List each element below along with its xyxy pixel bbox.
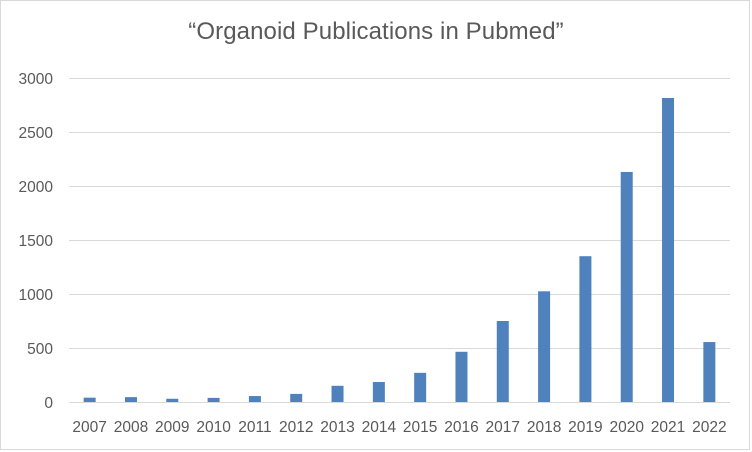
bar-2011 bbox=[248, 396, 261, 402]
x-axis-ticks: 2007 2008 2009 2010 2011 2012 2013 2014 2015 2016… bbox=[72, 419, 726, 436]
bar-2016 bbox=[455, 351, 468, 402]
chart-title: “Organoid Publications in Pubmed” bbox=[188, 18, 564, 45]
x-tick-label-2019: 2019 bbox=[568, 419, 602, 436]
bar-2009 bbox=[166, 398, 179, 402]
y-tick-label-2500: 2500 bbox=[19, 125, 54, 142]
y-tick-label-2000: 2000 bbox=[19, 179, 54, 196]
y-axis-ticks: 0 500 1000 1500 2000 2500 3000 bbox=[19, 71, 54, 412]
bar-2007 bbox=[83, 397, 96, 402]
bar-2019 bbox=[579, 256, 592, 402]
y-tick-label-1000: 1000 bbox=[19, 287, 54, 304]
x-tick-label-2017: 2017 bbox=[486, 419, 520, 436]
x-tick-label-2012: 2012 bbox=[279, 419, 313, 436]
bar-2018 bbox=[538, 291, 551, 402]
x-tick-label-2020: 2020 bbox=[609, 419, 644, 436]
bar-2008 bbox=[124, 397, 137, 402]
x-tick-label-2009: 2009 bbox=[155, 419, 189, 436]
bar-2014 bbox=[372, 382, 385, 402]
bars bbox=[83, 97, 716, 402]
x-tick-label-2010: 2010 bbox=[196, 419, 231, 436]
y-tick-label-3000: 3000 bbox=[19, 71, 54, 88]
bar-2013 bbox=[331, 385, 344, 402]
bar-2012 bbox=[290, 393, 303, 402]
bar-2017 bbox=[496, 321, 509, 402]
x-tick-label-2013: 2013 bbox=[320, 419, 354, 436]
x-tick-label-2018: 2018 bbox=[527, 419, 561, 436]
x-tick-label-2008: 2008 bbox=[114, 419, 148, 436]
bar-2022 bbox=[703, 342, 716, 402]
y-tick-label-0: 0 bbox=[44, 395, 53, 412]
x-tick-label-2007: 2007 bbox=[72, 419, 106, 436]
x-tick-label-2011: 2011 bbox=[238, 419, 271, 436]
bar-2020 bbox=[620, 171, 633, 402]
x-tick-label-2016: 2016 bbox=[444, 419, 478, 436]
y-tick-label-500: 500 bbox=[27, 341, 53, 358]
x-tick-label-2015: 2015 bbox=[403, 419, 437, 436]
x-tick-label-2014: 2014 bbox=[362, 419, 397, 436]
bar-2010 bbox=[207, 397, 220, 402]
gridlines bbox=[69, 78, 730, 403]
x-tick-label-2022: 2022 bbox=[692, 419, 726, 436]
bar-2015 bbox=[414, 372, 427, 402]
x-tick-label-2021: 2021 bbox=[651, 419, 685, 436]
y-tick-label-1500: 1500 bbox=[19, 233, 54, 250]
bar-2021 bbox=[662, 97, 675, 402]
